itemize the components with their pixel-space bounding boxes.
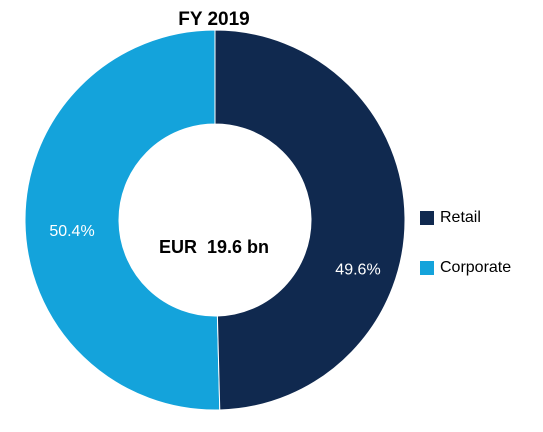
legend-swatch: [420, 261, 434, 275]
slice: [24, 29, 221, 411]
legend-swatch: [420, 211, 434, 225]
data-label: 50.4%: [49, 223, 94, 240]
chart-title: FY 2019: [178, 9, 249, 30]
slice: [214, 29, 406, 411]
data-label: 49.6%: [335, 261, 380, 278]
legend-label: Retail: [440, 209, 481, 226]
center-label: EUR 19.6 bn: [159, 237, 269, 257]
legend-label: Corporate: [440, 259, 511, 276]
